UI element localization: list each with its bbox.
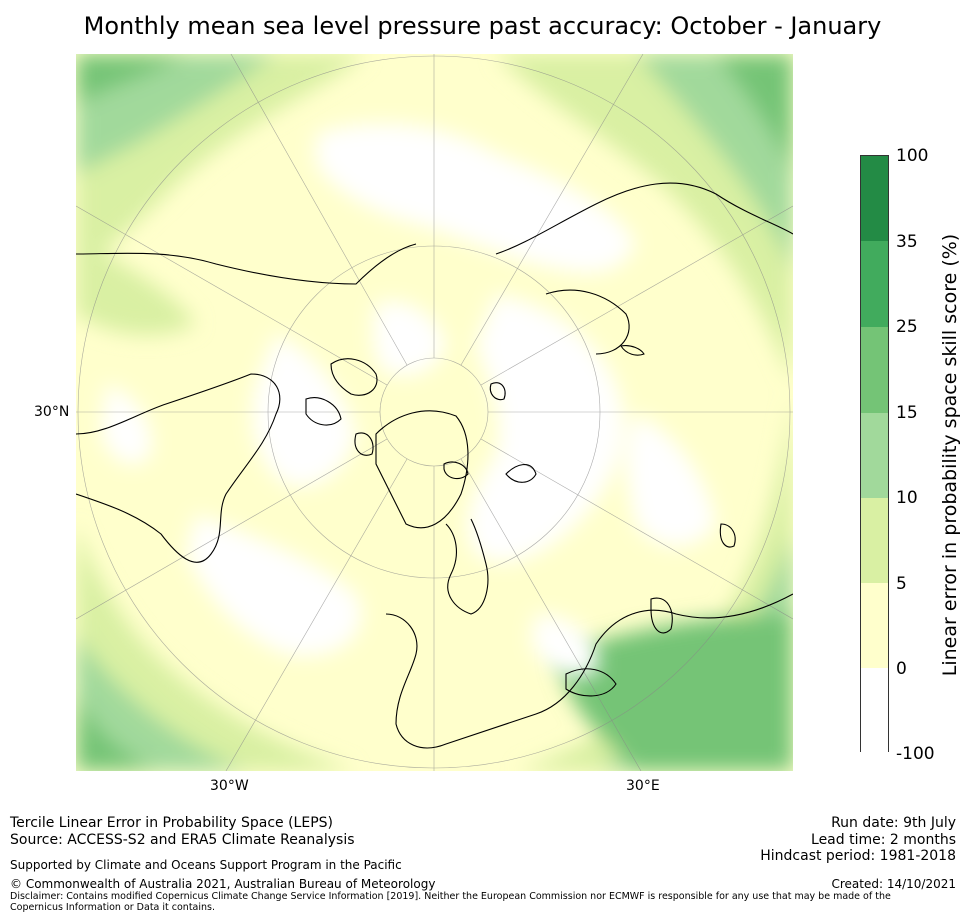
colorbar-tick-15: 15	[896, 403, 918, 423]
colorbar-segment-5-10	[861, 498, 888, 583]
coastlines	[76, 182, 793, 749]
disclaimer-text: Disclaimer: Contains modified Copernicus…	[10, 891, 891, 913]
colorbar-segment-0-5	[861, 583, 888, 668]
colorbar-segment-15-25	[861, 327, 888, 413]
colorbar-tick-0: 0	[896, 659, 907, 679]
colorbar-tick-neg100: -100	[896, 744, 935, 764]
colorbar-segment-10-15	[861, 413, 888, 498]
lead-time-text: Lead time: 2 months	[811, 832, 956, 848]
colorbar-segment-neg100-0	[861, 668, 888, 753]
created-text: Created: 14/10/2021	[831, 877, 956, 891]
copyright-text: © Commonwealth of Australia 2021, Austra…	[10, 877, 436, 891]
map-title: Monthly mean sea level pressure past acc…	[83, 12, 882, 40]
lon-label-30e: 30°E	[626, 778, 660, 794]
colorbar-segment-35-100	[861, 156, 888, 241]
colorbar	[860, 155, 889, 753]
method-text: Tercile Linear Error in Probability Spac…	[10, 815, 333, 831]
skill-fill-layer	[76, 54, 793, 771]
run-date-text: Run date: 9th July	[831, 815, 956, 831]
colorbar-tick-10: 10	[896, 488, 918, 508]
lat-label-30n: 30°N	[34, 404, 70, 420]
lon-label-30w: 30°W	[210, 778, 249, 794]
graticule	[76, 54, 793, 771]
hindcast-text: Hindcast period: 1981-2018	[760, 848, 956, 864]
support-text: Supported by Climate and Oceans Support …	[10, 858, 402, 872]
colorbar-tick-100: 100	[896, 146, 929, 166]
skill-score-map	[76, 54, 793, 771]
colorbar-title: Linear error in probability space skill …	[939, 233, 961, 677]
colorbar-segment-25-35	[861, 241, 888, 327]
colorbar-tick-5: 5	[896, 574, 907, 594]
colorbar-tick-25: 25	[896, 317, 918, 337]
source-text: Source: ACCESS-S2 and ERA5 Climate Reana…	[10, 832, 355, 848]
colorbar-tick-35: 35	[896, 232, 918, 252]
